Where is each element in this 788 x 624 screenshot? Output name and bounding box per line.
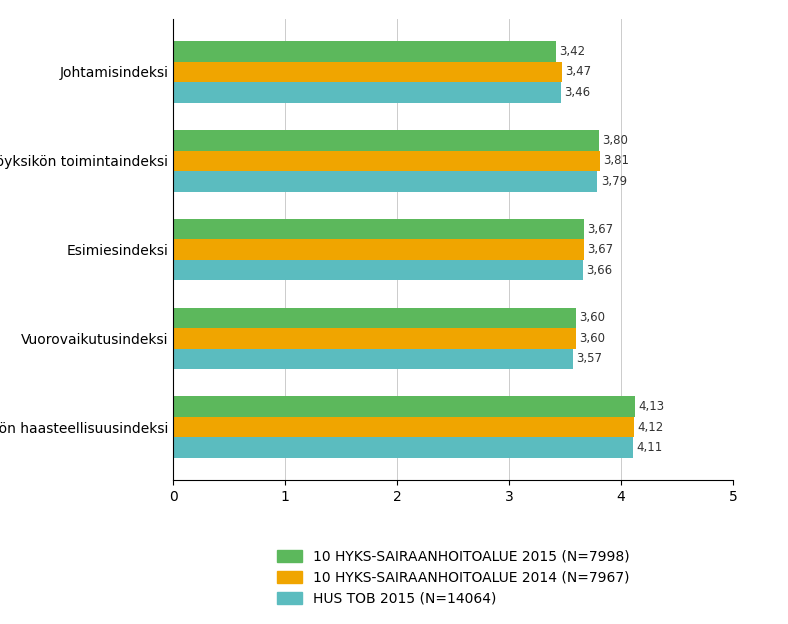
Bar [173, 171, 597, 192]
Bar [173, 308, 576, 328]
Bar [173, 417, 634, 437]
Text: 3,67: 3,67 [587, 223, 614, 235]
Bar [173, 130, 599, 150]
Text: 3,67: 3,67 [587, 243, 614, 256]
Text: 3,81: 3,81 [603, 154, 629, 167]
Text: 3,66: 3,66 [586, 264, 612, 276]
Bar [173, 240, 584, 260]
Bar [173, 260, 583, 280]
Text: 4,12: 4,12 [637, 421, 664, 434]
Text: 3,79: 3,79 [600, 175, 627, 188]
Text: 4,13: 4,13 [639, 400, 665, 413]
Legend: 10 HYKS-SAIRAANHOITOALUE 2015 (N=7998), 10 HYKS-SAIRAANHOITOALUE 2014 (N=7967), : 10 HYKS-SAIRAANHOITOALUE 2015 (N=7998), … [269, 543, 637, 613]
Bar [173, 328, 576, 349]
Bar [173, 62, 562, 82]
Bar [173, 219, 584, 240]
Text: 3,80: 3,80 [602, 134, 628, 147]
Bar [173, 396, 635, 417]
Text: 3,42: 3,42 [559, 45, 585, 58]
Text: 3,46: 3,46 [564, 86, 590, 99]
Bar [173, 150, 600, 171]
Text: 3,60: 3,60 [579, 332, 605, 345]
Text: 4,11: 4,11 [637, 441, 663, 454]
Text: 3,57: 3,57 [576, 353, 602, 366]
Text: 3,47: 3,47 [565, 66, 591, 79]
Bar [173, 41, 556, 62]
Bar [173, 82, 560, 103]
Bar [173, 349, 573, 369]
Text: 3,60: 3,60 [579, 311, 605, 324]
Bar [173, 437, 634, 458]
